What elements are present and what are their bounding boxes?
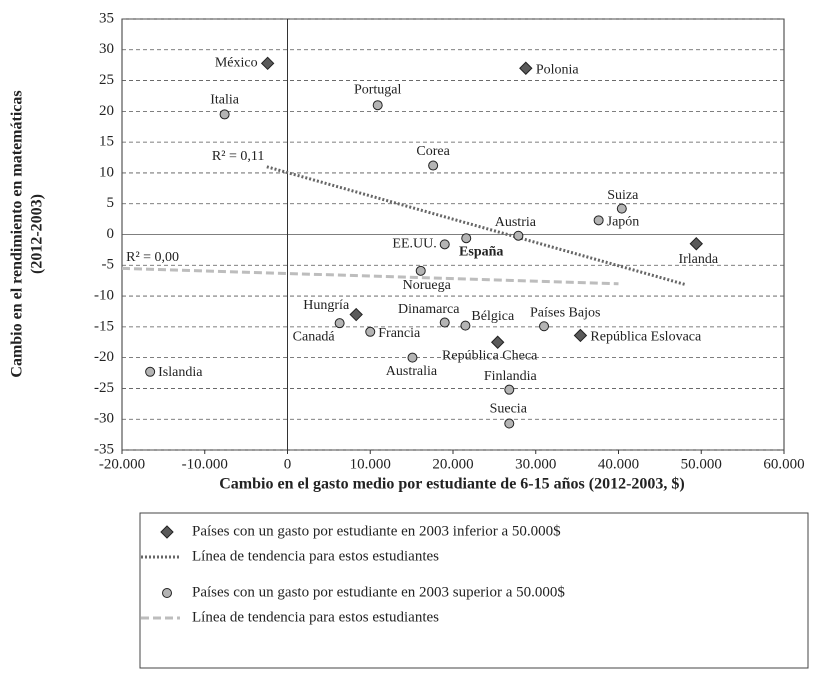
point-label: República Checa xyxy=(442,348,538,363)
x-tick-label: -20.000 xyxy=(99,456,145,472)
point-label: Italia xyxy=(210,93,240,108)
point-label: Islandia xyxy=(158,365,203,380)
point xyxy=(439,317,450,328)
y-tick-label: -30 xyxy=(94,411,114,427)
point xyxy=(219,109,230,120)
point-label: Noruega xyxy=(403,278,452,293)
y-axis-title: (2012-2003) xyxy=(29,194,46,274)
trendline-annotation: R² = 0,00 xyxy=(126,250,179,265)
point-label: Polonia xyxy=(536,62,580,77)
point-label: Corea xyxy=(416,144,450,159)
y-tick-label: 25 xyxy=(99,72,114,88)
point xyxy=(461,233,472,244)
point-label: Suiza xyxy=(607,188,639,203)
y-tick-label: -35 xyxy=(94,441,114,457)
point-label: EE.UU. xyxy=(392,237,436,252)
point xyxy=(689,237,703,251)
legend-label: Línea de tendencia para estos estudiante… xyxy=(192,609,439,625)
point-label: Irlanda xyxy=(678,252,718,267)
point-label: Japón xyxy=(607,215,640,230)
y-tick-label: 5 xyxy=(107,195,115,211)
point xyxy=(334,318,345,329)
trendline xyxy=(121,266,619,286)
y-tick-label: -10 xyxy=(94,288,114,304)
point-label: Hungría xyxy=(303,298,350,313)
point-label: Francia xyxy=(378,326,421,341)
y-tick-label: -25 xyxy=(94,380,114,396)
x-tick-label: 20.000 xyxy=(432,456,473,472)
legend-box xyxy=(139,512,809,669)
y-tick-label: 10 xyxy=(99,164,114,180)
point-label: Austria xyxy=(495,215,537,230)
point-label: Dinamarca xyxy=(398,302,460,317)
point xyxy=(372,100,383,111)
point-label: Países Bajos xyxy=(530,305,600,320)
point xyxy=(407,352,418,363)
y-tick-label: 20 xyxy=(99,103,114,119)
point xyxy=(365,326,376,337)
point xyxy=(260,56,275,71)
y-tick-label: 30 xyxy=(99,41,114,57)
legend-marker xyxy=(160,525,174,539)
point xyxy=(460,320,471,331)
y-tick-label: 35 xyxy=(99,10,114,26)
y-tick-label: 0 xyxy=(107,226,115,242)
point-label: Suecia xyxy=(490,402,528,417)
y-axis-title: Cambio en el rendimiento en matemáticas xyxy=(9,90,26,377)
point xyxy=(145,366,156,377)
legend-label: Países con un gasto por estudiante en 20… xyxy=(192,584,565,600)
legend-marker xyxy=(162,588,172,598)
point xyxy=(573,328,588,343)
legend-label: Países con un gasto por estudiante en 20… xyxy=(192,523,561,539)
point xyxy=(415,265,426,276)
point-label: España xyxy=(459,244,503,259)
point xyxy=(504,384,515,395)
point-label: México xyxy=(215,56,258,71)
x-tick-label: 60.000 xyxy=(763,456,804,472)
x-axis-title: Cambio en el gasto medio por estudiante … xyxy=(219,476,684,493)
legend-label: Línea de tendencia para estos estudiante… xyxy=(192,548,439,564)
point xyxy=(519,61,533,75)
point xyxy=(513,230,524,241)
point xyxy=(439,239,450,250)
y-tick-label: -15 xyxy=(94,318,114,334)
point-label: República Eslovaca xyxy=(590,330,702,345)
point xyxy=(428,160,439,171)
point xyxy=(349,307,363,322)
point-label: Australia xyxy=(386,364,438,379)
point xyxy=(490,335,505,349)
x-tick-label: 30.000 xyxy=(515,456,556,472)
y-tick-label: -20 xyxy=(94,349,114,365)
point-label: Finlandia xyxy=(484,369,538,384)
point-label: Canadá xyxy=(293,329,336,344)
x-tick-label: 50.000 xyxy=(681,456,722,472)
y-tick-label: 15 xyxy=(99,134,114,150)
y-tick-label: -5 xyxy=(102,257,115,273)
x-tick-label: 40.000 xyxy=(598,456,639,472)
point xyxy=(539,321,550,332)
point-label: Bélgica xyxy=(471,309,515,324)
x-tick-label: 10.000 xyxy=(350,456,391,472)
point xyxy=(504,418,515,429)
x-tick-label: 0 xyxy=(284,456,292,472)
point-label: Portugal xyxy=(354,82,402,97)
trendline xyxy=(266,165,686,286)
point xyxy=(616,203,627,214)
point xyxy=(593,215,604,226)
trendline-annotation: R² = 0,11 xyxy=(212,149,264,164)
x-tick-label: -10.000 xyxy=(182,456,228,472)
